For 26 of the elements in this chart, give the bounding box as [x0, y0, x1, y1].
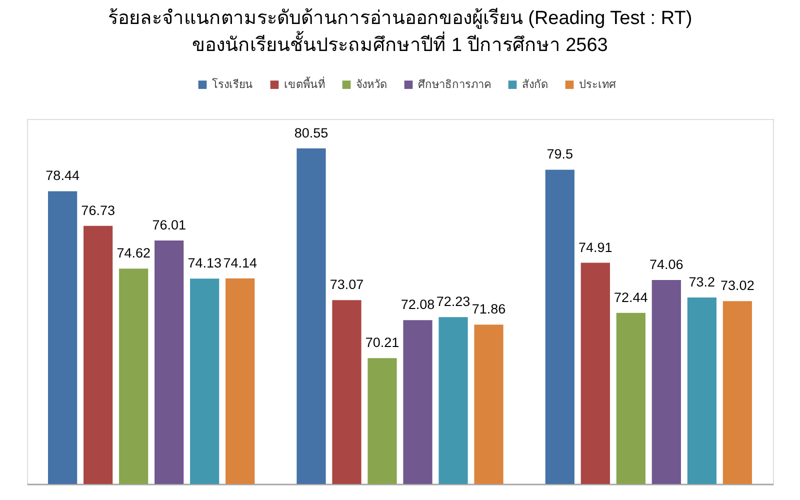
data-label: 70.21	[365, 335, 400, 350]
data-label: 74.62	[116, 246, 150, 261]
legend-label: สังกัด	[522, 78, 548, 91]
legend-label: ศึกษาธิการภาค	[418, 78, 491, 91]
data-label: 74.91	[578, 240, 612, 255]
chart-title: ร้อยละจำแนกตามระดับด้านการอ่านออกของผู้เรียน (Reading Test : RT)	[108, 7, 692, 29]
data-label: 79.5	[546, 146, 574, 162]
data-label: 74.14	[223, 255, 258, 270]
legend-label: ประเทศ	[579, 78, 616, 91]
chart-subtitle: ของนักเรียนชั้นประถมศึกษาปีที่ 1 ปีการศึกษา 2563	[192, 31, 608, 56]
data-label: 73.07	[330, 277, 364, 292]
data-label: 78.44	[46, 168, 80, 184]
data-label: 73.02	[720, 278, 754, 294]
data-label: 76.01	[152, 217, 186, 232]
legend-label: จังหวัด	[356, 78, 387, 91]
data-label: 76.73	[81, 202, 115, 218]
data-label: 74.13	[188, 256, 222, 271]
legend-label: โรงเรียน	[212, 76, 253, 91]
data-label: 73.2	[688, 274, 716, 290]
legend-label: เขตพื้นที่	[284, 76, 325, 91]
data-label: 72.23	[436, 294, 470, 310]
data-label: 71.86	[472, 302, 506, 317]
data-label: 80.55	[294, 125, 328, 140]
data-label: 74.06	[650, 257, 684, 272]
data-label: 72.44	[614, 290, 648, 305]
data-label: 72.08	[400, 297, 435, 312]
